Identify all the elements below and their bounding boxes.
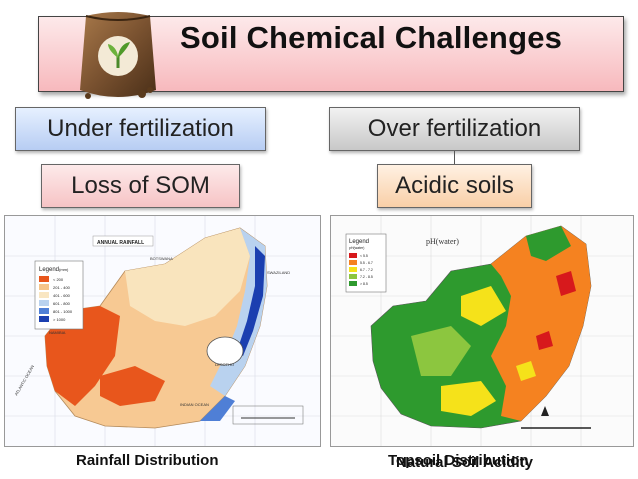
soil-bag-icon [80,12,156,99]
under-fertilization-box: Under fertilization [15,107,266,151]
loss-of-som-box: Loss of SOM [41,164,240,208]
label-namibia: NAMIBIA [49,330,66,335]
ph-legend-item: 5.5 - 6.7 [360,261,373,265]
rainfall-legend-item: > 1000 [53,317,66,322]
rainfall-legend-item: < 200 [53,277,64,282]
ph-legend-item: 7.2 - 8.5 [360,275,373,279]
caption-rainfall: Rainfall Distribution [76,452,219,469]
page-title: Soil Chemical Challenges [180,20,563,55]
label-indian-ocean: INDIAN OCEAN [180,402,209,407]
rainfall-map: Legend (mm) < 200 201 - 400 401 - 600 60… [4,215,321,447]
rainfall-map-title: ANNUAL RAINFALL [97,240,144,246]
caption-natural-soil-acidity: Natural Soil Acidity [396,454,533,471]
ph-map-title: pH(water) [426,237,459,246]
label-botswana: BOTSWANA [150,256,173,261]
connector-line [454,151,455,165]
rainfall-map-graphic: Legend (mm) < 200 201 - 400 401 - 600 60… [5,216,320,446]
rainfall-legend-swatches [39,276,49,322]
ph-legend-item: 6.7 - 7.2 [360,268,373,272]
ph-legend-item: > 8.5 [360,282,368,286]
caption-topsoil: Topsoil Distribution [388,452,529,469]
ph-map-graphic: Legend pH(water) < 5.5 5.5 - 6.7 6.7 - 7… [331,216,633,446]
rainfall-legend-title: Legend [39,267,59,273]
label-swaziland: SWAZILAND [267,270,290,275]
rainfall-legend-item: 801 - 1000 [53,309,73,314]
rainfall-legend-item: 201 - 400 [53,285,71,290]
ph-legend-swatches [349,253,357,286]
rainfall-legend-item: 601 - 800 [53,301,71,306]
ph-legend-item: < 5.5 [360,254,368,258]
rainfall-legend-item: 401 - 600 [53,293,71,298]
acidic-soils-box: Acidic soils [377,164,532,208]
ph-legend-title: Legend [349,239,369,245]
over-fertilization-box: Over fertilization [329,107,580,151]
rainfall-legend-unit: (mm) [59,267,69,272]
ph-legend-unit: pH(water) [349,246,364,250]
label-lesotho: LESOTHO [215,362,234,367]
ph-map: Legend pH(water) < 5.5 5.5 - 6.7 6.7 - 7… [330,215,634,447]
